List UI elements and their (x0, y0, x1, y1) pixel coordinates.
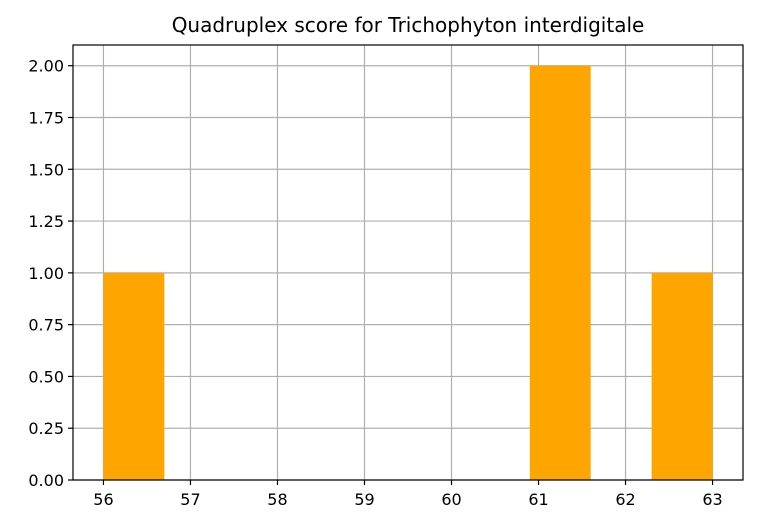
x-tick-label: 56 (93, 490, 113, 509)
bars (103, 65, 713, 480)
y-tick-label: 0.50 (28, 367, 64, 386)
y-axis: 0.00 0.25 0.50 0.75 1.00 1.25 1.50 1.75 2.00 (28, 57, 73, 490)
y-tick-label: 1.75 (28, 109, 64, 128)
x-tick-label: 57 (180, 490, 200, 509)
histogram-bar (651, 272, 713, 480)
x-axis: 56 57 58 59 60 61 62 63 (93, 480, 723, 509)
grid (73, 45, 743, 481)
y-tick-label: 2.00 (28, 57, 64, 76)
plot-frame (72, 44, 744, 481)
chart-title: Quadruplex score for Trichophyton interd… (172, 13, 645, 37)
x-tick-label: 59 (354, 490, 374, 509)
y-tick-label: 1.25 (28, 212, 64, 231)
x-tick-label: 63 (702, 490, 722, 509)
x-tick-label: 58 (267, 490, 287, 509)
histogram-bar (529, 65, 591, 480)
x-tick-label: 60 (441, 490, 461, 509)
y-tick-label: 0.00 (28, 471, 64, 490)
y-tick-label: 0.75 (28, 316, 64, 335)
y-tick-label: 1.50 (28, 160, 64, 179)
x-tick-label: 62 (615, 490, 635, 509)
x-tick-label: 61 (528, 490, 548, 509)
histogram-bar (103, 272, 165, 480)
y-tick-label: 0.25 (28, 419, 64, 438)
y-tick-label: 1.00 (28, 264, 64, 283)
